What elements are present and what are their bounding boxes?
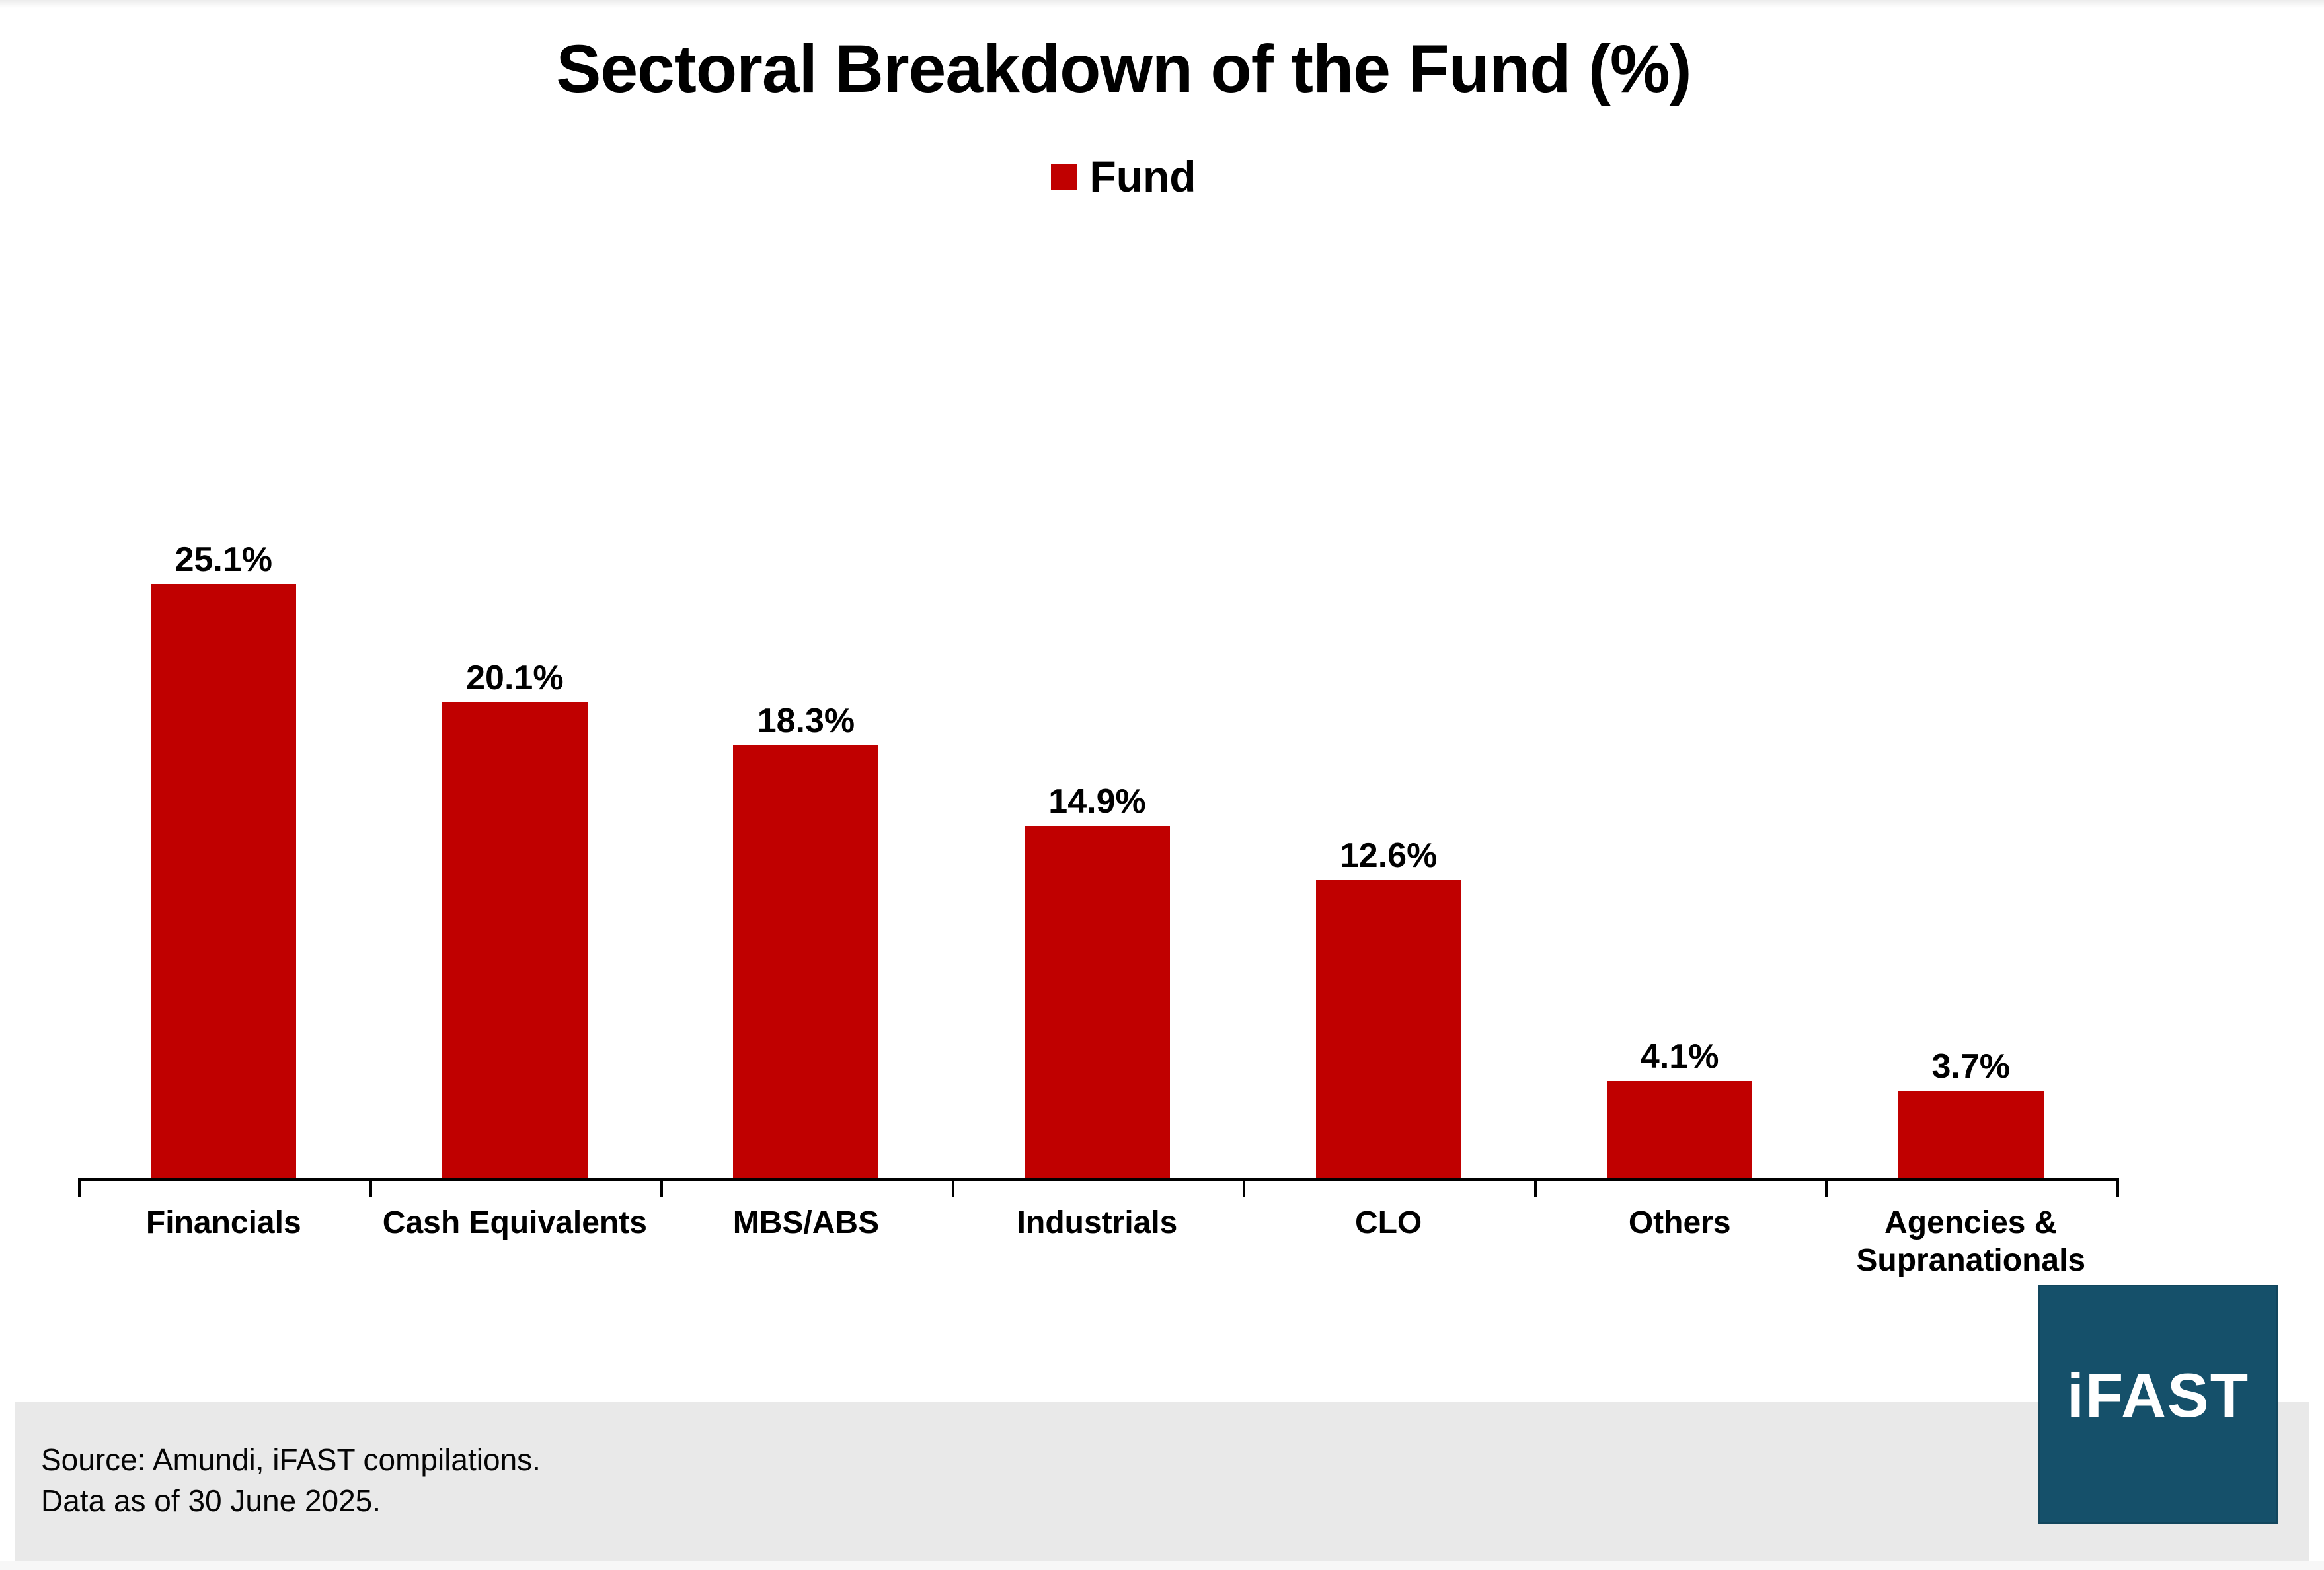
axis-tick [952,1181,954,1197]
plot-area: 25.1% 20.1% 18.3% 14.9% 12.6% 4.1% 3.7% [78,527,2116,1178]
legend: Fund [0,152,2247,201]
category-label: Cash Equivalents [382,1205,647,1240]
bar-value-label: 25.1% [174,541,273,579]
bar-group: 4.1% [1534,527,1826,1178]
source-line: Source: Amundi, iFAST compilations. [41,1442,541,1477]
bar-value-label: 4.1% [1640,1037,1719,1076]
bar-group: 3.7% [1825,527,2116,1178]
bar [1607,1081,1753,1178]
category-label: CLO [1354,1205,1422,1240]
legend-marker-icon [1051,164,1078,190]
category-label: Financials [145,1205,301,1240]
category-label: MBS/ABS [732,1205,880,1240]
bar [1898,1091,2044,1178]
bar-group: 12.6% [1243,527,1534,1178]
bar-value-label: 20.1% [466,659,564,697]
x-axis-ticks [78,1181,2119,1198]
x-axis-labels: Financials Cash Equivalents MBS/ABS Industr… [78,1204,2116,1279]
bar [442,702,588,1178]
bar-group: 14.9% [952,527,1243,1178]
bar-group: 20.1% [369,527,661,1178]
legend-label: Fund [1089,152,1196,201]
axis-tick [660,1181,663,1197]
bar [151,584,297,1178]
axis-tick [1825,1181,1828,1197]
bar-value-label: 12.6% [1339,837,1438,875]
bar-value-label: 14.9% [1048,782,1146,821]
bar [733,745,879,1178]
axis-tick [78,1181,81,1197]
axis-tick [1534,1181,1537,1197]
bar [1025,826,1171,1178]
category-label: Industrials [1017,1205,1178,1240]
bar-value-label: 3.7% [1931,1047,2011,1086]
ifast-logo: iFAST [2038,1285,2278,1524]
ifast-logo-text: iFAST [2066,1361,2250,1430]
axis-tick [2116,1181,2119,1197]
chart-title: Sectoral Breakdown of the Fund (%) [556,31,1691,106]
category-label: Agencies & Supranationals [1856,1205,2086,1278]
footer [15,1402,2309,1561]
bar [1315,880,1461,1178]
axis-tick [1243,1181,1245,1197]
category-label: Others [1628,1205,1731,1240]
bar-group: 25.1% [78,527,369,1178]
data-as-of-line: Data as of 30 June 2025. [41,1483,381,1518]
bar-group: 18.3% [660,527,952,1178]
bottom-border-strip [0,1561,2324,1570]
top-border-strip [0,0,2324,8]
x-axis-line [78,1178,2119,1181]
bar-value-label: 18.3% [757,702,855,740]
axis-tick [369,1181,372,1197]
source-note: Source: Amundi, iFAST compilations. Data… [41,1439,541,1521]
